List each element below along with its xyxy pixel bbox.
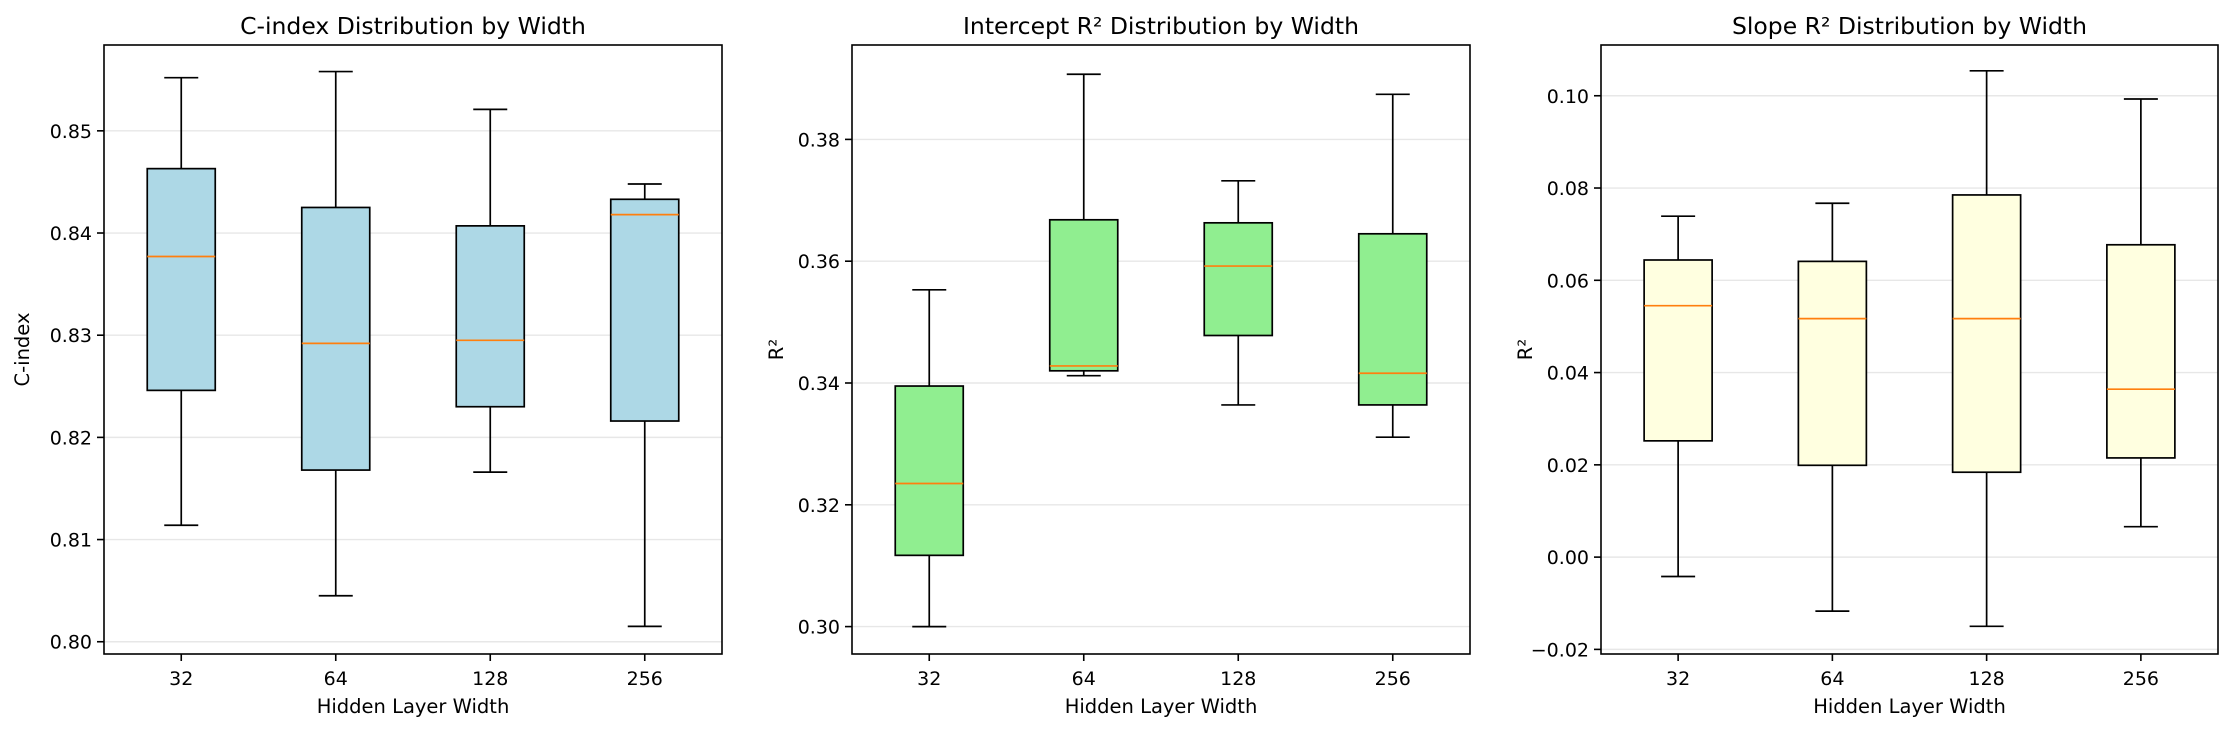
box-128 [1951,69,2022,628]
y-tick-label: 0.04 [1547,363,1589,385]
y-tick-label: 0.00 [1547,547,1589,569]
y-axis-label: C-index [11,312,34,386]
y-axis-label: R² [1514,339,1537,360]
x-tick-label: 64 [1820,668,1844,690]
y-tick-label: −0.02 [1531,639,1589,661]
iqr-box [300,206,371,471]
plot-frame [1600,44,2219,655]
x-tick-label: 128 [472,668,508,690]
plot-frame [103,44,723,655]
y-tick-label: 0.34 [798,373,840,395]
y-tick-label: 0.02 [1547,455,1589,477]
chart-panel-2: 0.30 0.32 0.34 0.36 0.38 32 64 128 256 Intercept … [765,12,1471,718]
x-tick-label: 64 [324,668,348,690]
iqr-box [1203,221,1274,337]
y-tick-label: 0.82 [50,427,92,449]
x-tick-label: 256 [1375,668,1411,690]
x-tick-label: 256 [2123,668,2159,690]
box-256 [2106,98,2176,528]
chart-panel-1: 0.80 0.81 0.82 0.83 0.84 0.85 32 64 128 256 C-inde… [11,12,723,718]
x-tick-label: 64 [1072,668,1096,690]
y-tick-label: 0.36 [798,251,840,273]
iqr-box [2106,243,2176,459]
x-tick-label: 256 [627,668,663,690]
y-tick-label: 0.84 [50,223,92,245]
box-32 [1643,215,1713,578]
box-32 [894,288,965,628]
y-tick-label: 0.06 [1547,270,1589,292]
box-32 [146,76,217,527]
box-128 [455,108,526,473]
iqr-box [1643,259,1713,442]
x-axis-label: Hidden Layer Width [1813,695,2006,718]
box-64 [1797,202,1868,612]
chart-title: Intercept R² Distribution by Width [963,12,1359,40]
y-axis-label: R² [765,339,788,360]
y-tick-label: 0.85 [50,121,92,143]
y-tick-label: 0.83 [50,325,92,347]
plot-frame [851,44,1471,655]
y-tick-label: 0.32 [798,495,840,517]
box-256 [609,183,680,628]
x-axis-label: Hidden Layer Width [1065,695,1258,718]
y-tick-label: 0.38 [798,129,840,151]
box-64 [300,70,371,597]
chart-title: Slope R² Distribution by Width [1732,12,2087,40]
chart-title: C-index Distribution by Width [240,12,586,40]
iqr-box [455,225,526,408]
x-tick-label: 32 [169,668,193,690]
iqr-box [1357,232,1428,406]
y-tick-label: 0.81 [50,530,92,552]
iqr-box [894,385,965,557]
x-tick-label: 128 [1220,668,1256,690]
y-tick-label: 0.08 [1547,178,1589,200]
box-256 [1357,93,1428,439]
iqr-box [1797,260,1868,467]
iqr-box [1951,194,2022,474]
iqr-box [1048,218,1119,372]
x-tick-label: 32 [1666,668,1690,690]
box-64 [1048,73,1119,377]
iqr-box [146,167,217,392]
box-128 [1203,179,1274,406]
x-tick-label: 32 [917,668,941,690]
y-tick-label: 0.10 [1547,86,1589,108]
chart-panel-3: −0.02 0.00 0.02 0.04 0.06 0.08 0.10 32 64 128 256 S… [1514,12,2219,718]
iqr-box [609,198,680,422]
x-axis-label: Hidden Layer Width [317,695,510,718]
x-tick-label: 128 [1968,668,2004,690]
y-tick-label: 0.30 [798,617,840,639]
y-tick-label: 0.80 [50,632,92,654]
